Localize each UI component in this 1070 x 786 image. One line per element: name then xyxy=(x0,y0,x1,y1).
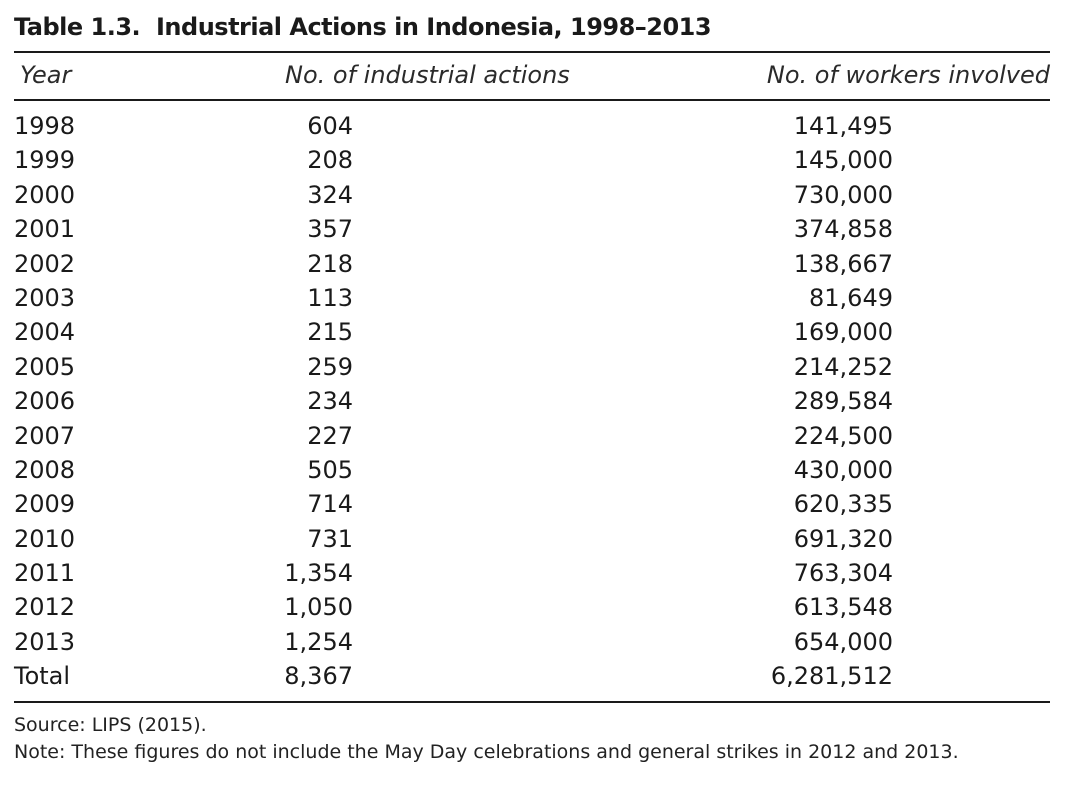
header-workers-involved: No. of workers involved xyxy=(766,61,1050,89)
cell-workers-involved: 138,667 xyxy=(793,249,893,278)
cell-year: 1998 xyxy=(14,112,76,140)
table-row: 1999 208 145,000 xyxy=(0,146,1070,180)
cell-industrial-actions: 714 xyxy=(307,490,353,519)
cell-workers-involved: 654,000 xyxy=(793,627,893,656)
cell-year: 2000 xyxy=(14,180,76,209)
cell-industrial-actions: 1,354 xyxy=(284,559,353,588)
table-row: 2011 1,354 763,304 xyxy=(0,559,1070,593)
cell-industrial-actions: 208 xyxy=(307,146,353,175)
cell-year: 2007 xyxy=(14,421,76,450)
table-row: 2006 234 289,584 xyxy=(0,387,1070,421)
cell-year: 2005 xyxy=(14,352,76,381)
cell-industrial-actions: 259 xyxy=(307,352,353,381)
cell-year: Total xyxy=(14,662,71,691)
cell-workers-involved: 730,000 xyxy=(793,180,893,209)
cell-industrial-actions: 215 xyxy=(307,318,353,347)
source-note: Source: LIPS (2015). xyxy=(14,714,207,736)
header-rule xyxy=(14,99,1050,101)
cell-year: 2009 xyxy=(14,490,76,519)
table-caption: Table 1.3. Industrial Actions in Indonesi… xyxy=(14,13,712,41)
cell-industrial-actions: 324 xyxy=(307,180,353,209)
cell-year: 2002 xyxy=(14,249,76,278)
cell-workers-involved: 763,304 xyxy=(793,559,893,588)
cell-industrial-actions: 234 xyxy=(307,387,353,416)
table-notes: Source: LIPS (2015). Note: These figures… xyxy=(14,712,959,766)
cell-industrial-actions: 113 xyxy=(307,283,353,312)
cell-workers-involved: 224,500 xyxy=(793,421,893,450)
cell-year: 1999 xyxy=(14,146,76,175)
cell-industrial-actions: 8,367 xyxy=(284,662,353,691)
cell-year: 2012 xyxy=(14,593,76,622)
table-row: 2000 324 730,000 xyxy=(0,181,1070,215)
cell-workers-involved: 214,252 xyxy=(793,352,893,381)
table-number: Table 1.3. xyxy=(14,13,141,41)
total-row: Total 8,367 6,281,512 xyxy=(0,662,1070,696)
header-industrial-actions: No. of industrial actions xyxy=(285,61,570,89)
cell-industrial-actions: 604 xyxy=(307,112,353,140)
top-rule xyxy=(14,51,1050,53)
cell-workers-involved: 169,000 xyxy=(793,318,893,347)
table-row: 2010 731 691,320 xyxy=(0,525,1070,559)
cell-year: 2011 xyxy=(14,559,76,588)
cell-industrial-actions: 1,050 xyxy=(284,593,353,622)
cell-workers-involved: 430,000 xyxy=(793,455,893,484)
cell-industrial-actions: 357 xyxy=(307,215,353,244)
table-row: 2005 259 214,252 xyxy=(0,353,1070,387)
cell-industrial-actions: 731 xyxy=(307,524,353,553)
cell-workers-involved: 81,649 xyxy=(809,283,893,312)
cell-year: 2008 xyxy=(14,455,76,484)
cell-workers-involved: 141,495 xyxy=(793,112,893,140)
table-row: 2013 1,254 654,000 xyxy=(0,628,1070,662)
table-header: Year No. of industrial actions No. of wo… xyxy=(0,61,1070,93)
cell-year: 2004 xyxy=(14,318,76,347)
cell-year: 2006 xyxy=(14,387,76,416)
table-row: 2009 714 620,335 xyxy=(0,490,1070,524)
cell-industrial-actions: 218 xyxy=(307,249,353,278)
cell-workers-involved: 6,281,512 xyxy=(770,662,893,691)
cell-workers-involved: 289,584 xyxy=(793,387,893,416)
cell-year: 2013 xyxy=(14,627,76,656)
cell-workers-involved: 691,320 xyxy=(793,524,893,553)
table-row: 2004 215 169,000 xyxy=(0,318,1070,352)
cell-workers-involved: 620,335 xyxy=(793,490,893,519)
table-body: 1998 604 141,495 1999 208 145,000 2000 324 730,0… xyxy=(0,112,1070,697)
cell-industrial-actions: 227 xyxy=(307,421,353,450)
cell-industrial-actions: 505 xyxy=(307,455,353,484)
cell-industrial-actions: 1,254 xyxy=(284,627,353,656)
cell-year: 2001 xyxy=(14,215,76,244)
table-row: 2001 357 374,858 xyxy=(0,215,1070,249)
table-row: 2003 113 81,649 xyxy=(0,284,1070,318)
bottom-rule xyxy=(14,701,1050,703)
header-year: Year xyxy=(20,61,72,89)
cell-year: 2003 xyxy=(14,283,76,312)
cell-workers-involved: 145,000 xyxy=(793,146,893,175)
cell-workers-involved: 374,858 xyxy=(793,215,893,244)
table-row: 2002 218 138,667 xyxy=(0,250,1070,284)
cell-workers-involved: 613,548 xyxy=(793,593,893,622)
footnote: Note: These figures do not include the M… xyxy=(14,741,959,763)
cell-year: 2010 xyxy=(14,524,76,553)
table-row: 1998 604 141,495 xyxy=(0,112,1070,146)
table-row: 2012 1,050 613,548 xyxy=(0,593,1070,627)
table-row: 2008 505 430,000 xyxy=(0,456,1070,490)
table-title: Industrial Actions in Indonesia, 1998–20… xyxy=(156,13,712,41)
table-row: 2007 227 224,500 xyxy=(0,422,1070,456)
